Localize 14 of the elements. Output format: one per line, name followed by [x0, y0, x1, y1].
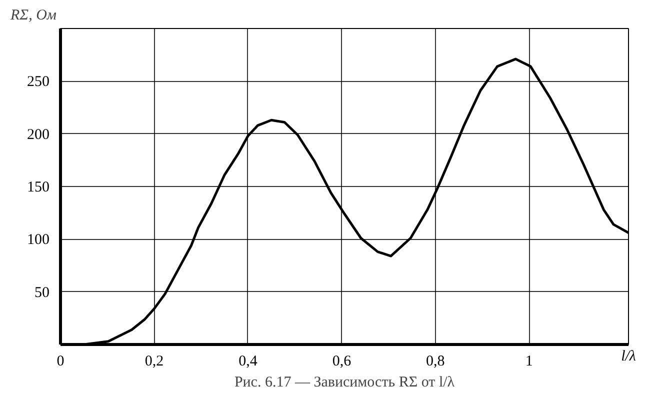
x-tick-label: 0,2	[144, 354, 164, 370]
text: Рис. 6.17 — Зависимость RΣ от l/λ	[234, 374, 456, 390]
y-tick-label: 200	[27, 126, 50, 143]
y-tick-label: 150	[27, 180, 50, 196]
x-tick-label: 0,4	[238, 354, 258, 370]
y-axis-title: RΣ, Ом	[10, 8, 57, 24]
x-axis-title: l/λ	[621, 348, 636, 364]
y-tick-label: 250	[27, 74, 50, 90]
y-tick-label: 50	[34, 284, 50, 301]
x-tick-label: 0	[56, 354, 64, 370]
x-tick-label: 0,6	[332, 354, 352, 370]
x-tick-label: 0,8	[426, 354, 445, 370]
x-tick-label: 1	[525, 354, 533, 370]
y-tick-label: 100	[27, 232, 50, 248]
